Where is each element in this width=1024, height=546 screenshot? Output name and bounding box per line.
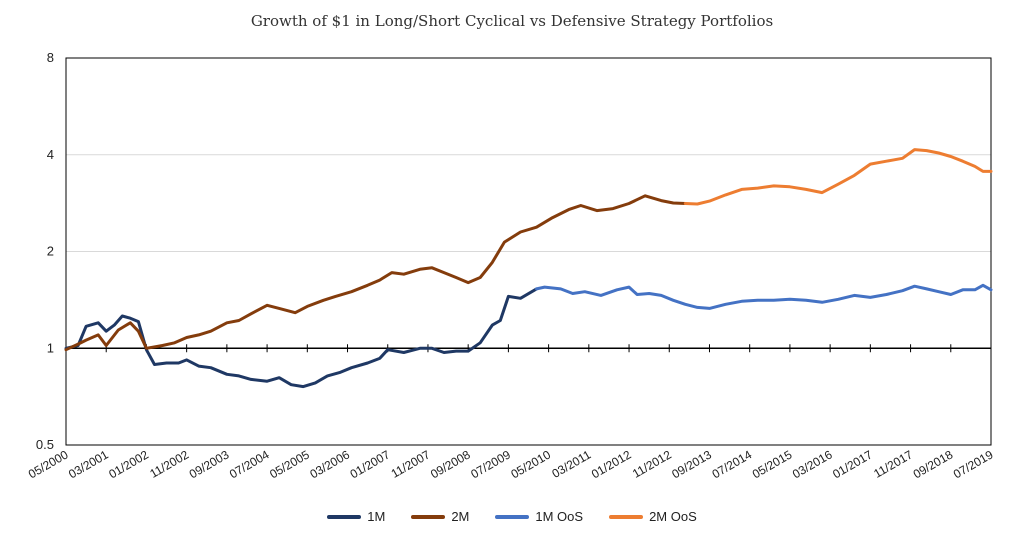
x-tick-label: 01/2017: [830, 447, 875, 481]
legend-item: 1M: [327, 509, 385, 524]
legend-item: 2M OoS: [609, 509, 697, 524]
x-tick-label: 11/2002: [147, 447, 191, 481]
y-tick-label: 4: [47, 147, 54, 162]
series-lines: [64, 148, 993, 389]
x-tick-label: 07/2019: [951, 447, 996, 481]
series-line-2m: [64, 194, 687, 352]
x-tick-label: 05/2015: [750, 447, 795, 481]
x-tick-label: 07/2004: [227, 447, 272, 481]
series-line-1m-oos: [535, 283, 993, 310]
x-tick-label: 11/2007: [389, 447, 433, 481]
x-tick-label: 07/2014: [710, 447, 755, 481]
legend-label: 1M: [367, 509, 386, 524]
legend-label: 2M: [451, 509, 470, 524]
legend-label: 1M OoS: [535, 509, 584, 524]
axes: [65, 57, 992, 446]
y-tick-label: 0.5: [36, 437, 54, 452]
y-tick-label: 2: [47, 244, 54, 259]
x-tick-label: 03/2011: [550, 447, 594, 481]
plot-frame: [65, 57, 992, 446]
x-tick-label: 01/2002: [106, 447, 151, 481]
x-tick-label: 09/2008: [428, 447, 473, 481]
chart-title: Growth of $1 in Long/Short Cyclical vs D…: [250, 12, 774, 30]
x-tick-label: 09/2018: [911, 447, 956, 481]
y-tick-label: 1: [47, 340, 54, 355]
legend-swatch: [411, 514, 446, 519]
gridlines: [66, 57, 991, 446]
legend: 1M 2M 1M OoS 2M OoS: [0, 509, 1024, 524]
x-tick-label: 09/2013: [669, 447, 714, 481]
x-tick-label: 03/2016: [790, 447, 835, 481]
x-tick-label: 05/2010: [509, 447, 554, 481]
legend-item: 2M: [411, 509, 469, 524]
x-tick-label: 09/2003: [187, 447, 232, 481]
series-line-1m: [64, 287, 538, 389]
legend-label: 2M OoS: [649, 509, 697, 524]
legend-swatch: [327, 514, 362, 519]
y-tick-label: 8: [47, 50, 54, 65]
legend-swatch: [609, 514, 644, 519]
x-tick-label: 03/2006: [307, 447, 352, 481]
x-tick-labels: 05/200003/200101/200211/200209/200307/20…: [26, 447, 996, 481]
x-tick-label: 05/2005: [267, 447, 312, 481]
legend-item: 1M OoS: [495, 509, 583, 524]
x-tick-label: 11/2017: [871, 447, 915, 481]
x-tick-label: 03/2001: [66, 447, 111, 481]
x-tick-label: 07/2009: [468, 447, 513, 481]
x-tick-label: 01/2007: [348, 447, 393, 481]
y-tick-labels: 0.5 1 2 4 8: [36, 50, 54, 452]
x-tick-label: 01/2012: [589, 447, 634, 481]
x-tick-label: 05/2000: [26, 447, 71, 481]
x-tick-label: 11/2012: [630, 447, 674, 481]
series-line-2m-oos: [683, 148, 993, 206]
legend-swatch: [495, 514, 530, 519]
